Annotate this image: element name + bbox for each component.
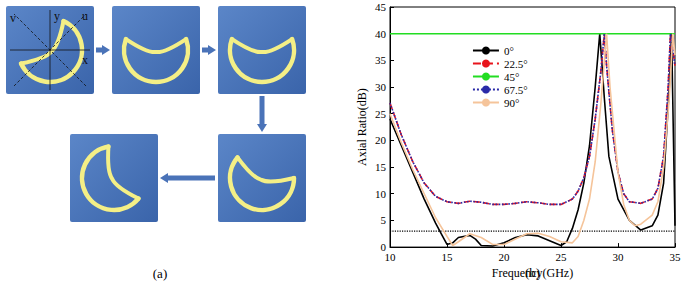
svg-text:20: 20 <box>375 134 387 146</box>
svg-text:10: 10 <box>385 251 397 263</box>
svg-text:25: 25 <box>375 108 387 120</box>
svg-text:40: 40 <box>375 28 387 40</box>
svg-text:30: 30 <box>613 251 625 263</box>
svg-text:10: 10 <box>375 188 387 200</box>
svg-text:35: 35 <box>375 54 387 66</box>
svg-text:22.5°: 22.5° <box>504 58 528 70</box>
svg-text:67.5°: 67.5° <box>504 84 528 96</box>
svg-text:x: x <box>82 53 88 67</box>
svg-text:0: 0 <box>380 241 386 254</box>
svg-text:(b): (b) <box>525 265 540 280</box>
svg-text:20: 20 <box>499 251 511 263</box>
svg-text:Axial Ratio(dB): Axial Ratio(dB) <box>355 88 369 166</box>
svg-text:15: 15 <box>375 161 387 173</box>
svg-text:15: 15 <box>442 251 454 263</box>
svg-text:u: u <box>82 9 88 23</box>
svg-text:0°: 0° <box>504 45 514 57</box>
svg-text:25: 25 <box>556 251 568 263</box>
svg-text:(a): (a) <box>153 266 167 281</box>
svg-text:35: 35 <box>670 251 682 263</box>
svg-text:90°: 90° <box>504 97 519 109</box>
svg-text:Frequency(GHz): Frequency(GHz) <box>492 266 573 280</box>
svg-text:y: y <box>54 9 60 23</box>
svg-text:45: 45 <box>375 1 387 13</box>
svg-text:v: v <box>10 11 16 25</box>
svg-text:5: 5 <box>381 214 387 226</box>
svg-text:45°: 45° <box>504 71 519 83</box>
svg-text:30: 30 <box>375 81 387 93</box>
